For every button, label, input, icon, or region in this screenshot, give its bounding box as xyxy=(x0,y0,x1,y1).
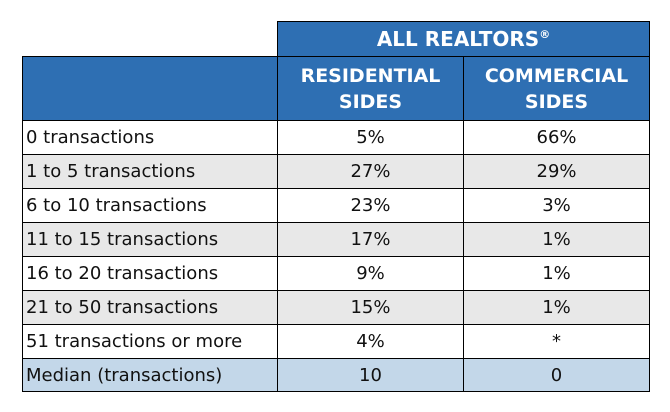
row-label: 6 to 10 transactions xyxy=(22,188,278,223)
realtor-transactions-table: ALL REALTORS® RESIDENTIAL SIDES COMMERCI… xyxy=(22,21,651,392)
table-row: 11 to 15 transactions 17% 1% xyxy=(22,222,651,257)
commercial-value: 29% xyxy=(462,154,651,189)
commercial-value: 1% xyxy=(462,222,651,257)
commercial-value: 66% xyxy=(462,120,651,155)
row-label-header xyxy=(22,56,278,121)
table-row: 51 transactions or more 4% * xyxy=(22,324,651,359)
row-label: 21 to 50 transactions xyxy=(22,290,278,325)
table-row: 1 to 5 transactions 27% 29% xyxy=(22,154,651,189)
group-header-all-realtors: ALL REALTORS® xyxy=(276,21,651,57)
column-header-line2: SIDES xyxy=(524,90,589,113)
commercial-value: 3% xyxy=(462,188,651,223)
residential-value: 9% xyxy=(277,256,464,291)
commercial-value: 1% xyxy=(462,256,651,291)
residential-value: 10 xyxy=(277,358,464,392)
row-label: 11 to 15 transactions xyxy=(22,222,278,257)
table-row: 16 to 20 transactions 9% 1% xyxy=(22,256,651,291)
column-header-line1: COMMERCIAL xyxy=(484,64,629,87)
residential-value: 17% xyxy=(277,222,464,257)
residential-value: 15% xyxy=(277,290,464,325)
row-label: 51 transactions or more xyxy=(22,324,278,359)
empty-corner-cell xyxy=(22,21,278,57)
table-row: 21 to 50 transactions 15% 1% xyxy=(22,290,651,325)
median-row: Median (transactions) 10 0 xyxy=(22,358,651,392)
table-row: 6 to 10 transactions 23% 3% xyxy=(22,188,651,223)
commercial-value: 0 xyxy=(462,358,651,392)
table-row: 0 transactions 5% 66% xyxy=(22,120,651,155)
row-label: Median (transactions) xyxy=(22,358,278,392)
residential-value: 5% xyxy=(277,120,464,155)
commercial-value: 1% xyxy=(462,290,651,325)
row-label: 0 transactions xyxy=(22,120,278,155)
residential-value: 4% xyxy=(277,324,464,359)
column-header-commercial: COMMERCIAL SIDES xyxy=(462,56,651,121)
commercial-value: * xyxy=(462,324,651,359)
column-header-residential: RESIDENTIAL SIDES xyxy=(277,56,464,121)
row-label: 16 to 20 transactions xyxy=(22,256,278,291)
row-label: 1 to 5 transactions xyxy=(22,154,278,189)
registered-mark: ® xyxy=(539,28,551,41)
column-header-line1: RESIDENTIAL xyxy=(300,64,441,87)
column-header-line2: SIDES xyxy=(338,90,403,113)
residential-value: 27% xyxy=(277,154,464,189)
group-header-text: ALL REALTORS xyxy=(376,27,540,51)
residential-value: 23% xyxy=(277,188,464,223)
